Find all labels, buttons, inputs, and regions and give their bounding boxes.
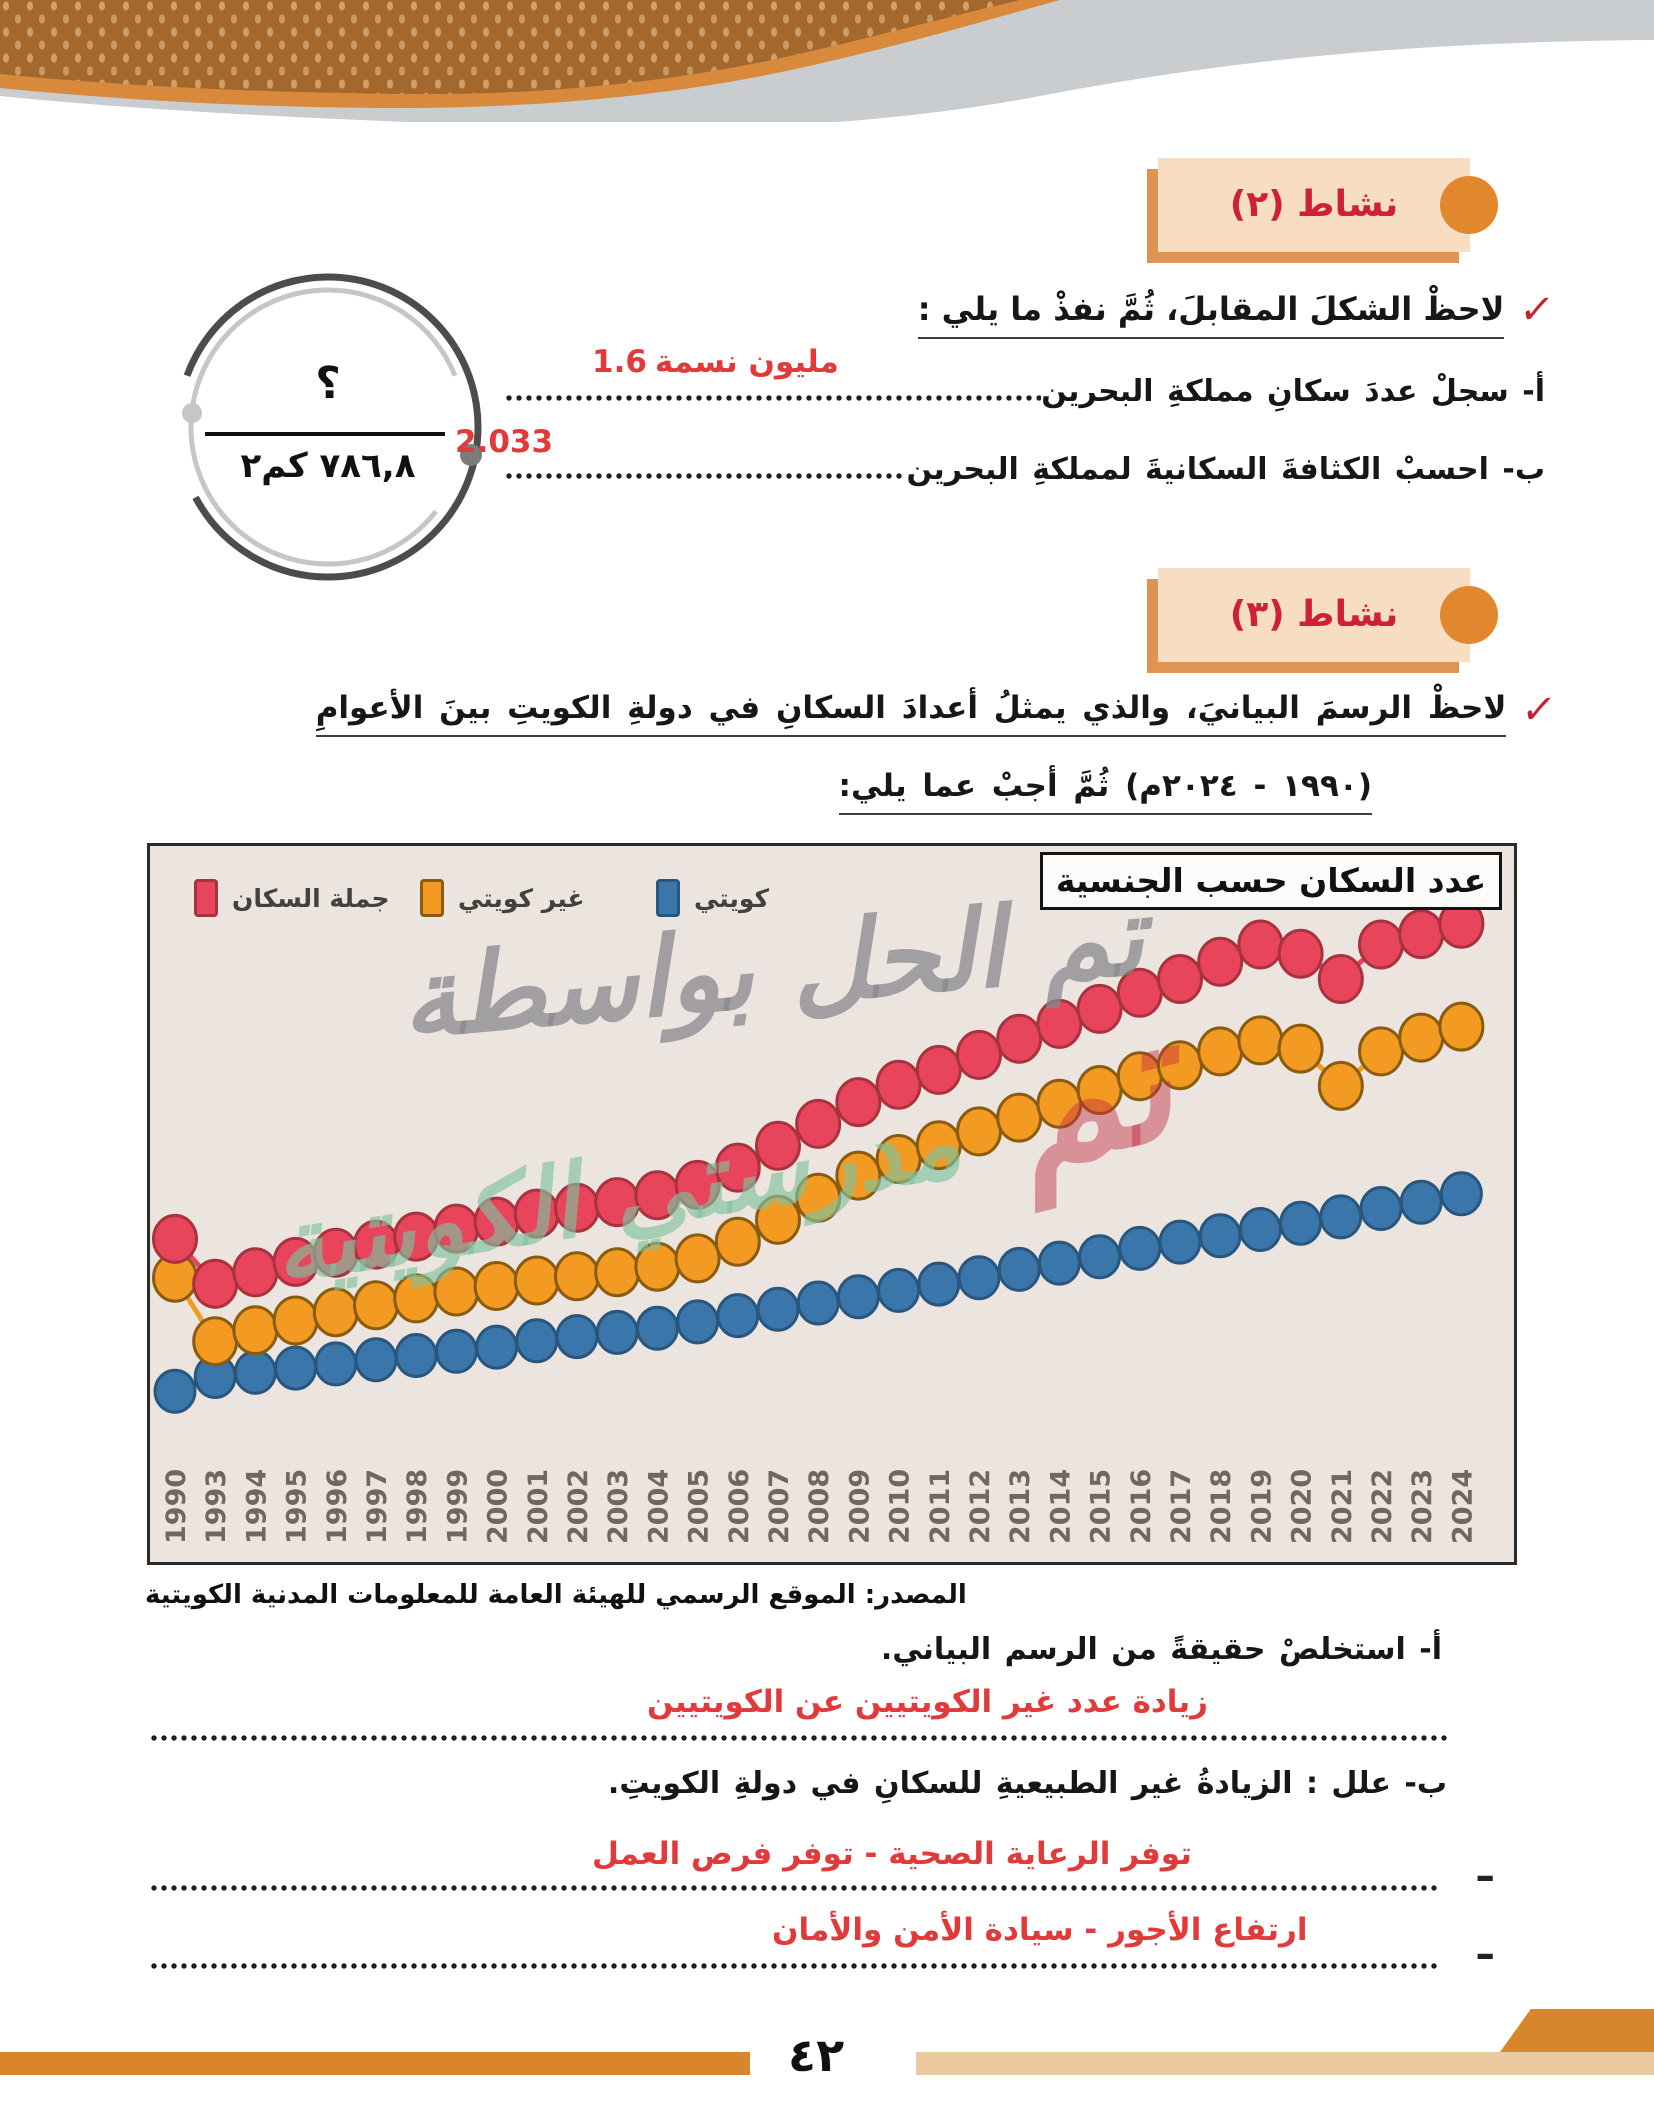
chart-title: عدد السكان حسب الجنسية: [1040, 852, 1502, 910]
svg-text:2022: 2022: [1367, 1469, 1398, 1544]
legend-swatch-non-kuwaiti: [420, 879, 444, 917]
check-icon: ✓: [1519, 687, 1560, 733]
activity-badge-circle: [1440, 586, 1498, 644]
answer-b1: توفر الرعاية الصحية - توفر فرص العمل: [592, 1836, 1192, 1872]
svg-text:2004: 2004: [643, 1469, 674, 1544]
legend-swatch-total: [194, 879, 218, 917]
svg-text:1995: 1995: [282, 1469, 313, 1544]
svg-text:2008: 2008: [804, 1469, 835, 1544]
chart-intro-line-1: لاحظْ الرسمَ البيانيَ، والذي يمثلُ أعداد…: [315, 690, 1507, 737]
answer-a-dotted-line: [150, 1734, 1450, 1743]
ring-dot-dark: [460, 444, 482, 466]
activity-2-badge: نشاط (٢): [1158, 158, 1498, 252]
svg-text:2010: 2010: [885, 1469, 916, 1544]
footer-bar-left: [0, 2052, 750, 2075]
answer-a: زيادة عدد غير الكويتيين عن الكويتيين: [647, 1684, 1208, 1720]
header-wave-decoration: [0, 0, 1654, 122]
ring-dot-light: [182, 403, 202, 423]
svg-text:2013: 2013: [1005, 1469, 1036, 1544]
svg-text:2005: 2005: [684, 1469, 715, 1544]
legend-label-total: جملة السكان: [232, 883, 390, 913]
page-number: ٤٢: [788, 2028, 845, 2082]
item-a-label: أ- سجلْ عددَ سكانِ مملكةِ البحرين: [1041, 374, 1545, 409]
answer-b2-dotted-line: [150, 1962, 1440, 1971]
item-b-dotted-line: [505, 472, 907, 481]
item-a-dotted-line: [505, 394, 1042, 403]
check-icon: ✓: [1517, 287, 1558, 333]
dash-mark: ـ: [1478, 1842, 1493, 1891]
svg-text:1994: 1994: [241, 1469, 272, 1544]
activity-3-badge: نشاط (٣): [1158, 568, 1498, 662]
svg-text:2017: 2017: [1166, 1469, 1197, 1544]
activity-badge-circle: [1440, 176, 1498, 234]
svg-text:2024: 2024: [1447, 1469, 1478, 1544]
svg-text:2003: 2003: [603, 1469, 634, 1544]
svg-text:2001: 2001: [523, 1469, 554, 1544]
svg-text:1996: 1996: [322, 1469, 353, 1544]
item-a-answer-unit: مليون نسمة: [654, 344, 839, 380]
svg-text:2009: 2009: [844, 1469, 875, 1544]
chart-canvas: 1990 1993 1994 1995 1996 1997 1998 1999 2000 2001…: [152, 898, 1485, 1544]
fraction-figure-rings: [174, 273, 482, 581]
svg-text:2014: 2014: [1045, 1469, 1076, 1544]
population-chart: 1990 1993 1994 1995 1996 1997 1998 1999 2000 2001…: [147, 843, 1517, 1565]
fraction-figure: ؟ ٧٨٦,٨ كم٢: [163, 262, 493, 592]
dash-mark: ـ: [1478, 1920, 1493, 1969]
svg-text:2006: 2006: [724, 1469, 755, 1544]
answer-b1-dotted-line: [150, 1884, 1440, 1893]
item-b-answer: 2.033: [455, 424, 554, 460]
svg-text:1993: 1993: [201, 1469, 232, 1544]
item-b-row: ب- احسبْ الكثافةَ السكانيةَ لمملكةِ البح…: [505, 452, 1545, 487]
svg-text:2012: 2012: [965, 1469, 996, 1544]
answer-b2: ارتفاع الأجور - سيادة الأمن والأمان: [772, 1912, 1308, 1948]
question-b: ب- علل : الزيادةُ غير الطبيعيةِ للسكانِ …: [607, 1766, 1447, 1801]
observe-instruction: لاحظْ الشكلَ المقابلَ، ثُمَّ نفذْ ما يلي…: [917, 290, 1505, 339]
question-a: أ- استخلصْ حقيقةً من الرسم البياني.: [880, 1632, 1442, 1667]
source-note: المصدر: الموقع الرسمي للهيئة العامة للمع…: [145, 1580, 967, 1610]
svg-text:2023: 2023: [1407, 1469, 1438, 1544]
svg-text:2011: 2011: [925, 1469, 956, 1544]
legend-label-kuwaiti: كويتي: [694, 883, 770, 913]
svg-text:1990: 1990: [161, 1469, 192, 1544]
activity-2-instruction-row: ✓ لاحظْ الشكلَ المقابلَ، ثُمَّ نفذْ ما ي…: [917, 287, 1558, 339]
item-a-row: أ- سجلْ عددَ سكانِ مملكةِ البحرين: [505, 374, 1545, 409]
footer-bar-right: [916, 2052, 1654, 2075]
svg-text:2020: 2020: [1287, 1469, 1318, 1544]
activity-3-instruction-row: ✓ لاحظْ الرسمَ البيانيَ، والذي يمثلُ أعد…: [315, 687, 1560, 737]
legend-swatch-kuwaiti: [656, 879, 680, 917]
svg-text:2019: 2019: [1246, 1469, 1277, 1544]
svg-text:1998: 1998: [402, 1469, 433, 1544]
fraction-bar: [205, 432, 445, 436]
footer-corner-accent: [1500, 2009, 1654, 2052]
svg-text:2018: 2018: [1206, 1469, 1237, 1544]
svg-text:2015: 2015: [1086, 1469, 1117, 1544]
svg-text:2007: 2007: [764, 1469, 795, 1544]
legend-item-non-kuwaiti: غير كويتي: [420, 879, 585, 917]
item-b-label: ب- احسبْ الكثافةَ السكانيةَ لمملكةِ البح…: [906, 452, 1545, 487]
activity-2-title: نشاط (٢): [1229, 184, 1399, 225]
svg-text:2016: 2016: [1126, 1469, 1157, 1544]
svg-text:1997: 1997: [362, 1469, 393, 1544]
item-a-answer-number: 1.6: [592, 344, 647, 380]
question-mark-numerator: ؟: [315, 358, 341, 409]
svg-text:1999: 1999: [442, 1469, 473, 1544]
area-denominator: ٧٨٦,٨ كم٢: [240, 446, 416, 486]
svg-text:2002: 2002: [563, 1469, 594, 1544]
svg-text:2021: 2021: [1327, 1469, 1358, 1544]
svg-text:2000: 2000: [483, 1469, 514, 1544]
item-a-answer: 1.6 مليون نسمة: [592, 344, 839, 380]
legend-label-non-kuwaiti: غير كويتي: [458, 883, 585, 913]
legend-item-total: جملة السكان: [194, 879, 390, 917]
legend-item-kuwaiti: كويتي: [656, 879, 769, 917]
activity-3-title: نشاط (٣): [1229, 594, 1399, 635]
chart-intro-line-2: (١٩٩٠ - ٢٠٢٤م) ثُمَّ أجبْ عما يلي:: [838, 768, 1372, 815]
